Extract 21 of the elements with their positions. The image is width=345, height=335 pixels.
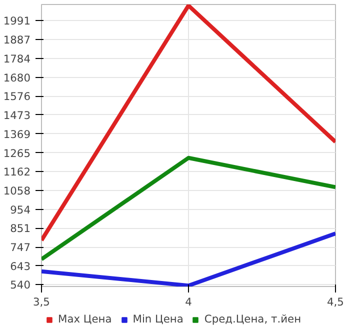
x-tick-label: 3,5: [33, 296, 50, 308]
y-tick-label: 1162: [3, 166, 31, 179]
y-tick-label: 1887: [3, 34, 31, 47]
y-tick-label: 1784: [3, 52, 31, 66]
y-tick-label: 540: [10, 278, 31, 292]
y-tick-label: 643: [10, 260, 31, 273]
legend-label: Max Цена: [58, 312, 112, 326]
y-tick-label: 1991: [3, 14, 31, 28]
legend-label: Сред.Цена, т.йен: [204, 312, 302, 326]
y-tick-label: 1576: [3, 90, 31, 104]
y-tick-label: 1680: [3, 71, 31, 84]
y-tick-label: 747: [10, 241, 31, 254]
y-tick-label: 851: [10, 222, 31, 236]
y-tick-label: 954: [10, 203, 31, 216]
y-tick-label: 1058: [3, 184, 31, 198]
y-tick-label: 1265: [3, 146, 31, 160]
y-tick-label: 1369: [3, 128, 31, 141]
y-tick-label: 1473: [3, 108, 31, 122]
legend-label: Min Цена: [132, 312, 184, 326]
x-tick-label: 4,5: [327, 296, 344, 308]
x-tick-label: 4: [185, 296, 192, 308]
